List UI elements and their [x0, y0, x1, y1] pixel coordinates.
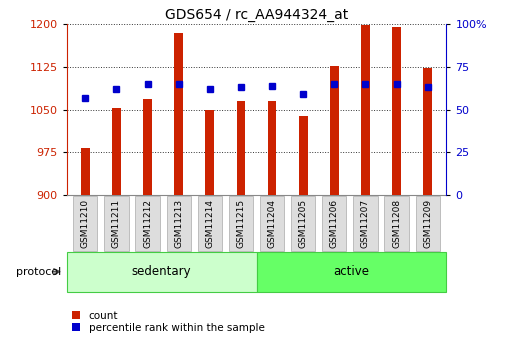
Text: GSM11205: GSM11205 — [299, 199, 308, 248]
FancyBboxPatch shape — [322, 196, 346, 251]
Text: GSM11214: GSM11214 — [205, 199, 214, 248]
FancyBboxPatch shape — [291, 196, 315, 251]
Bar — [81, 148, 90, 195]
FancyBboxPatch shape — [229, 196, 253, 251]
FancyBboxPatch shape — [135, 196, 160, 251]
Text: GSM11212: GSM11212 — [143, 199, 152, 248]
Text: active: active — [333, 265, 369, 278]
Text: GSM11215: GSM11215 — [236, 199, 245, 248]
Bar — [361, 25, 370, 195]
Text: GSM11210: GSM11210 — [81, 199, 90, 248]
Text: protocol: protocol — [16, 267, 62, 277]
Bar — [67, 252, 256, 292]
Bar — [423, 68, 432, 195]
Text: GSM11211: GSM11211 — [112, 199, 121, 248]
FancyBboxPatch shape — [198, 196, 222, 251]
Text: GSM11204: GSM11204 — [268, 199, 277, 248]
Bar — [256, 252, 446, 292]
FancyBboxPatch shape — [104, 196, 129, 251]
FancyBboxPatch shape — [167, 196, 191, 251]
Title: GDS654 / rc_AA944324_at: GDS654 / rc_AA944324_at — [165, 8, 348, 22]
FancyBboxPatch shape — [73, 196, 97, 251]
FancyBboxPatch shape — [384, 196, 409, 251]
Text: sedentary: sedentary — [132, 265, 191, 278]
Text: GSM11207: GSM11207 — [361, 199, 370, 248]
Bar — [392, 27, 401, 195]
Bar — [206, 109, 214, 195]
Text: GSM11209: GSM11209 — [423, 199, 432, 248]
FancyBboxPatch shape — [353, 196, 378, 251]
Bar — [143, 99, 152, 195]
Bar — [268, 101, 277, 195]
FancyBboxPatch shape — [416, 196, 440, 251]
Text: GSM11206: GSM11206 — [330, 199, 339, 248]
Text: GSM11208: GSM11208 — [392, 199, 401, 248]
Bar — [330, 66, 339, 195]
Text: GSM11213: GSM11213 — [174, 199, 183, 248]
Bar — [236, 101, 245, 195]
FancyBboxPatch shape — [260, 196, 284, 251]
Bar — [112, 108, 121, 195]
Legend: count, percentile rank within the sample: count, percentile rank within the sample — [72, 310, 264, 333]
Bar — [299, 116, 307, 195]
Bar — [174, 33, 183, 195]
